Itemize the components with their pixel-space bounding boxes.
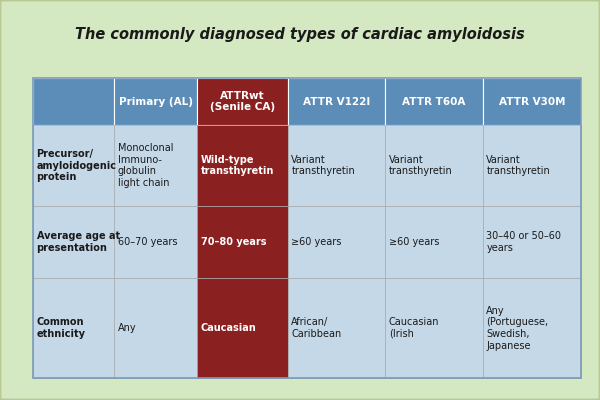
Bar bbox=[483, 278, 581, 378]
Bar bbox=[33, 125, 114, 206]
Bar bbox=[483, 125, 581, 206]
Bar bbox=[385, 78, 483, 125]
Bar bbox=[483, 78, 581, 125]
Text: 60–70 years: 60–70 years bbox=[118, 237, 177, 247]
Text: Primary (AL): Primary (AL) bbox=[119, 97, 193, 107]
Bar bbox=[114, 278, 197, 378]
Text: Common
ethnicity: Common ethnicity bbox=[37, 317, 86, 339]
Text: Variant
transthyretin: Variant transthyretin bbox=[389, 155, 452, 176]
Text: Precursor/
amyloidogenic
protein: Precursor/ amyloidogenic protein bbox=[37, 149, 116, 182]
Bar bbox=[288, 125, 385, 206]
Bar bbox=[33, 78, 581, 378]
Bar bbox=[197, 78, 288, 125]
Text: ATTRwt
(Senile CA): ATTRwt (Senile CA) bbox=[210, 91, 275, 112]
Bar bbox=[114, 125, 197, 206]
Bar bbox=[33, 206, 114, 278]
Bar bbox=[197, 278, 288, 378]
Text: ATTR T60A: ATTR T60A bbox=[403, 97, 466, 107]
Text: Variant
transthyretin: Variant transthyretin bbox=[292, 155, 355, 176]
Text: ATTR V122I: ATTR V122I bbox=[303, 97, 370, 107]
Text: Wild-type
transthyretin: Wild-type transthyretin bbox=[201, 155, 274, 176]
Text: The commonly diagnosed types of cardiac amyloidosis: The commonly diagnosed types of cardiac … bbox=[75, 26, 525, 42]
Text: Caucasian: Caucasian bbox=[201, 323, 257, 333]
Bar bbox=[385, 206, 483, 278]
Bar bbox=[114, 206, 197, 278]
Bar bbox=[385, 125, 483, 206]
Bar bbox=[114, 78, 197, 125]
Text: ATTR V30M: ATTR V30M bbox=[499, 97, 565, 107]
Text: Monoclonal
Immuno-
globulin
light chain: Monoclonal Immuno- globulin light chain bbox=[118, 143, 173, 188]
Text: Any: Any bbox=[118, 323, 136, 333]
FancyBboxPatch shape bbox=[0, 0, 600, 400]
Bar bbox=[197, 125, 288, 206]
Text: ≥60 years: ≥60 years bbox=[389, 237, 439, 247]
Text: ≥60 years: ≥60 years bbox=[292, 237, 342, 247]
Bar bbox=[33, 78, 114, 125]
Text: Any
(Portuguese,
Swedish,
Japanese: Any (Portuguese, Swedish, Japanese bbox=[487, 306, 548, 350]
Text: Variant
transthyretin: Variant transthyretin bbox=[487, 155, 550, 176]
Bar bbox=[33, 278, 114, 378]
Text: 70–80 years: 70–80 years bbox=[201, 237, 266, 247]
Text: Caucasian
(Irish: Caucasian (Irish bbox=[389, 317, 439, 339]
Bar bbox=[483, 206, 581, 278]
Text: 30–40 or 50–60
years: 30–40 or 50–60 years bbox=[487, 231, 562, 253]
Bar bbox=[288, 206, 385, 278]
Bar bbox=[197, 206, 288, 278]
Bar bbox=[288, 278, 385, 378]
Text: Average age at
presentation: Average age at presentation bbox=[37, 231, 120, 253]
Bar bbox=[385, 278, 483, 378]
Text: African/
Caribbean: African/ Caribbean bbox=[292, 317, 341, 339]
Bar bbox=[288, 78, 385, 125]
